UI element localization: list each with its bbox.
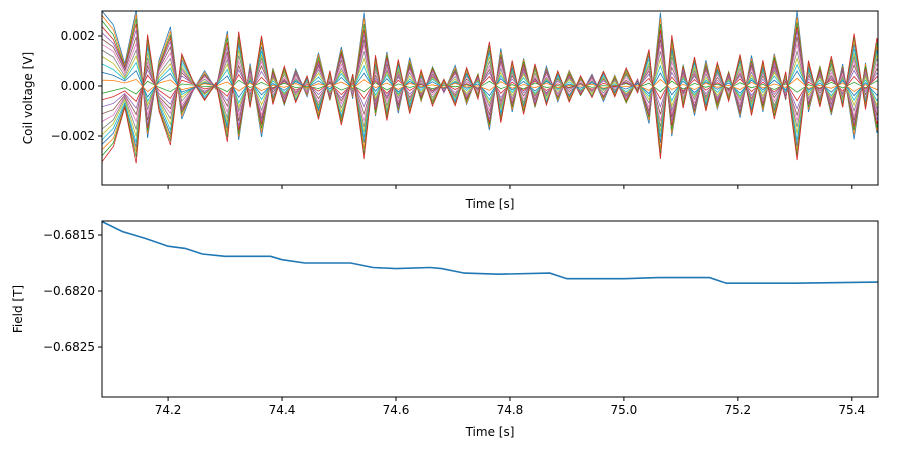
x-tick-label: 75.2 <box>724 403 751 417</box>
y-tick-label: −0.002 <box>51 129 95 143</box>
coil-voltage-xlabel: Time [s] <box>465 197 515 211</box>
coil-voltage-axes: −0.002 0.000 0.002 Time [s] Coil voltage [… <box>21 10 879 211</box>
coil-voltage-ticks: −0.002 0.000 0.002 <box>51 29 853 189</box>
field-axes: 74.2 74.4 74.6 74.8 75.0 75.2 75.4 −0.6815 −0.68… <box>11 220 879 439</box>
coil-voltage-ylabel: Coil voltage [V] <box>21 52 35 144</box>
x-tick-label: 74.2 <box>155 403 182 417</box>
y-tick-label: −0.6820 <box>43 284 95 298</box>
field-lines <box>102 221 878 285</box>
y-tick-label: 0.002 <box>61 29 95 43</box>
x-tick-label: 75.4 <box>838 403 865 417</box>
y-tick-label: −0.6815 <box>43 228 95 242</box>
x-tick-label: 74.8 <box>497 403 524 417</box>
field-frame <box>101 220 879 398</box>
coil-voltage-frame <box>101 10 879 186</box>
field-ticks: 74.2 74.4 74.6 74.8 75.0 75.2 75.4 −0.6815 −0.68… <box>43 228 865 417</box>
coil-voltage-lines <box>102 11 878 164</box>
coil-voltage-series-23 <box>102 31 878 164</box>
y-tick-label: −0.6825 <box>43 340 95 354</box>
field-ylabel: Field [T] <box>11 285 25 333</box>
field-xlabel: Time [s] <box>465 425 515 439</box>
x-tick-label: 74.6 <box>383 403 410 417</box>
x-tick-label: 74.4 <box>269 403 296 417</box>
field-series-line <box>102 221 878 285</box>
x-tick-label: 75.0 <box>611 403 638 417</box>
y-tick-label: 0.000 <box>61 79 95 93</box>
